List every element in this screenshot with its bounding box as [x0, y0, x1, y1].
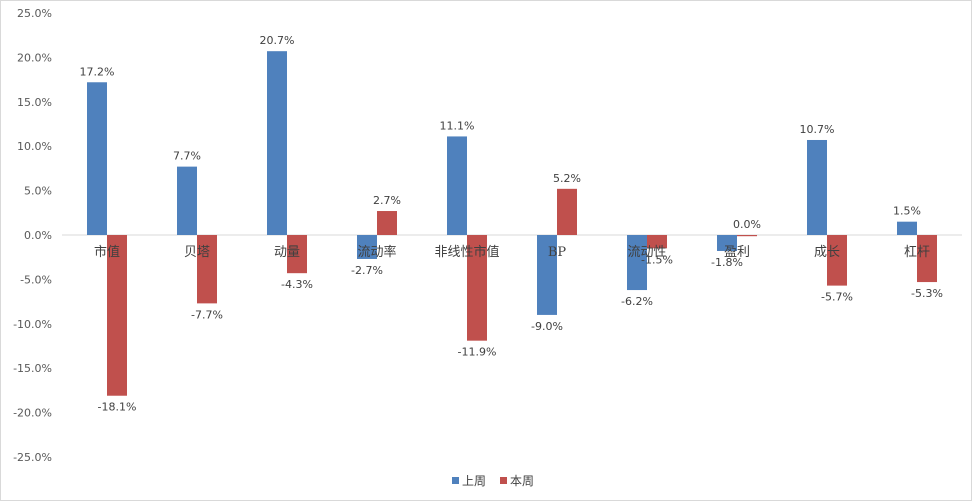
legend-swatch	[500, 477, 507, 484]
data-label: 20.7%	[260, 34, 295, 47]
y-tick-label: 15.0%	[17, 96, 52, 109]
bar-last-week-0	[87, 82, 107, 235]
data-label: 0.0%	[733, 218, 761, 231]
data-label: 5.2%	[553, 172, 581, 185]
y-tick-label: 10.0%	[17, 140, 52, 153]
bars	[87, 51, 937, 396]
data-label: 17.2%	[80, 65, 115, 78]
legend-label: 上周	[462, 474, 486, 488]
category-label: BP	[548, 245, 567, 260]
category-label: 动量	[274, 245, 300, 260]
data-label: -9.0%	[531, 320, 563, 333]
data-label: -5.7%	[821, 291, 853, 304]
y-tick-label: 20.0%	[17, 51, 52, 64]
bar-this-week-4	[467, 235, 487, 341]
bar-last-week-8	[807, 139, 827, 235]
data-label: -11.9%	[458, 346, 497, 359]
category-label: 成长	[814, 245, 840, 260]
data-label: -5.3%	[911, 287, 943, 300]
bar-last-week-1	[177, 166, 197, 235]
bar-this-week-9	[917, 235, 937, 283]
bar-last-week-7	[717, 235, 737, 251]
category-label: 盈利	[724, 245, 750, 260]
data-label: -6.2%	[621, 295, 653, 308]
category-label: 杠杆	[904, 244, 930, 260]
data-label: -18.1%	[98, 401, 137, 414]
category-label: 市值	[94, 244, 120, 260]
bar-last-week-5	[537, 235, 557, 315]
bar-this-week-7	[737, 235, 757, 237]
data-label: -1.8%	[711, 256, 743, 269]
bar-last-week-2	[267, 51, 287, 236]
data-label: 10.7%	[800, 123, 835, 136]
data-label: 11.1%	[440, 119, 475, 132]
bar-this-week-3	[377, 211, 397, 235]
bar-this-week-5	[557, 188, 577, 235]
y-tick-label: 0.0%	[24, 229, 52, 242]
legend: 上周 本周	[452, 474, 534, 488]
data-label: -1.5%	[641, 253, 673, 266]
bar-this-week-8	[827, 235, 847, 286]
legend-label: 本周	[510, 474, 534, 488]
bar-last-week-3	[357, 235, 377, 259]
y-tick-label: -5.0%	[20, 273, 52, 286]
y-axis: 25.0% 20.0% 15.0% 10.0% 5.0% 0.0% -5.0% -10.0% -…	[13, 7, 52, 464]
bar-last-week-4	[447, 136, 467, 235]
data-label: -7.7%	[191, 308, 223, 321]
category-label: 贝塔	[184, 245, 210, 260]
y-tick-label: -15.0%	[13, 362, 52, 375]
category-label: 流动率	[357, 244, 396, 260]
bar-this-week-2	[287, 235, 307, 274]
data-label: 1.5%	[893, 205, 921, 218]
category-label: 非线性市值	[434, 244, 499, 260]
y-tick-label: 25.0%	[17, 7, 52, 20]
data-labels: 17.2% -18.1% 7.7% -7.7% 20.7% -4.3% -2.7% 2.7% 1…	[80, 34, 943, 414]
data-label: 7.7%	[173, 150, 201, 163]
category-label: 流动性	[627, 245, 666, 260]
y-tick-label: 5.0%	[24, 185, 52, 198]
category-labels: 市值 贝塔 动量 流动率 非线性市值 BP 流动性 盈利 成长 杠杆	[94, 244, 930, 260]
bar-last-week-9	[897, 221, 917, 235]
data-label: -4.3%	[281, 278, 313, 291]
legend-swatch	[452, 477, 459, 484]
y-tick-label: -10.0%	[13, 318, 52, 331]
y-tick-label: -20.0%	[13, 407, 52, 420]
bar-last-week-6	[627, 235, 647, 291]
bar-this-week-0	[107, 235, 127, 396]
y-tick-label: -25.0%	[13, 451, 52, 464]
bar-this-week-1	[197, 235, 217, 304]
data-label: -2.7%	[351, 264, 383, 277]
bar-this-week-6	[647, 235, 667, 249]
data-label: 2.7%	[373, 194, 401, 207]
